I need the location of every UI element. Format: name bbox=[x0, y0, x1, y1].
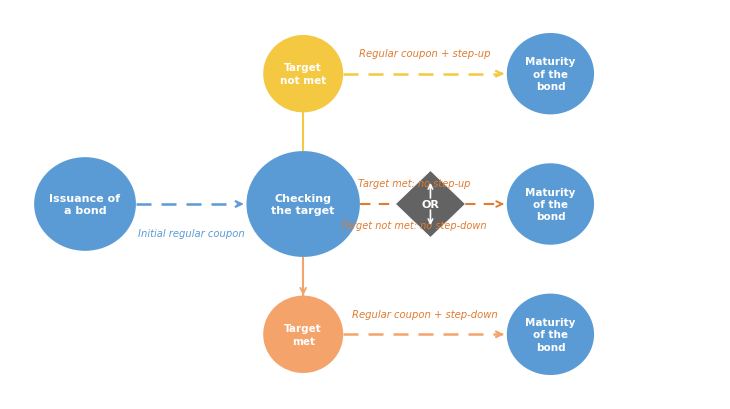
Text: OR: OR bbox=[421, 200, 439, 209]
Text: Maturity
of the
bond: Maturity of the bond bbox=[526, 187, 576, 222]
Text: Initial regular coupon: Initial regular coupon bbox=[138, 228, 245, 238]
Text: Target
met: Target met bbox=[284, 324, 322, 346]
Ellipse shape bbox=[264, 36, 343, 113]
Text: Checking
the target: Checking the target bbox=[272, 193, 335, 216]
Ellipse shape bbox=[34, 158, 136, 251]
Text: Target not met: no step-down: Target not met: no step-down bbox=[342, 221, 487, 231]
Ellipse shape bbox=[264, 296, 343, 373]
Ellipse shape bbox=[507, 164, 594, 245]
Ellipse shape bbox=[507, 294, 594, 375]
Text: Regular coupon + step-up: Regular coupon + step-up bbox=[359, 49, 491, 59]
Text: Maturity
of the
bond: Maturity of the bond bbox=[526, 317, 576, 352]
Text: Maturity
of the
bond: Maturity of the bond bbox=[526, 57, 576, 92]
Text: Target
not met: Target not met bbox=[280, 63, 326, 85]
Text: Issuance of
a bond: Issuance of a bond bbox=[50, 193, 120, 216]
Text: Regular coupon + step-down: Regular coupon + step-down bbox=[352, 309, 498, 319]
Ellipse shape bbox=[507, 34, 594, 115]
Ellipse shape bbox=[247, 152, 360, 257]
Polygon shape bbox=[396, 171, 465, 238]
Text: Target met: no step-up: Target met: no step-up bbox=[358, 178, 470, 188]
